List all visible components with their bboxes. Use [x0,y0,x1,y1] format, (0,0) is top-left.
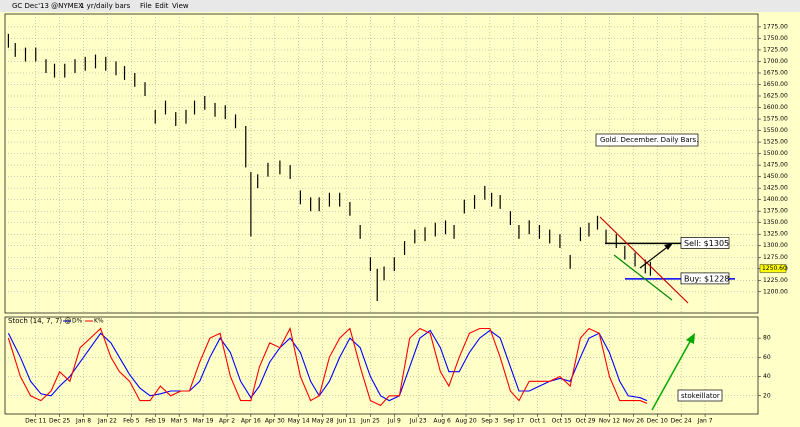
period[interactable]: 1 yr/daily bars [80,2,131,10]
x-tick-label: Apr 16 [241,418,261,425]
arrow-head [664,243,673,250]
x-tick-label: Dec 11 [25,418,46,425]
x-tick-label: May 28 [312,418,334,425]
last-price: 1250.60 [762,265,787,272]
x-tick-label: Mar 19 [193,418,214,425]
series-line [7,326,648,407]
x-tick-label: Dec 24 [671,418,692,425]
x-tick-label: Dec 25 [49,418,70,425]
y-tick-label: 1350.00 [763,219,788,226]
y-tick-label: 1625.00 [763,93,788,100]
y-tick-label: 60 [763,354,771,361]
x-tick-label: Apr 30 [265,418,285,425]
menu-view[interactable]: View [172,2,189,10]
x-tick-label: Mar 5 [171,418,188,425]
trend-line [599,216,689,304]
x-tick-label: Oct 15 [552,418,572,425]
x-tick-label: Dec 10 [647,418,668,425]
x-tick-label: Sep 3 [481,418,498,425]
stoch-title: Stoch (14, 7, 7) @ [8,317,71,325]
annotation: stokeillator [681,392,720,400]
y-tick-label: 1450.00 [763,173,788,180]
y-tick-label: 1575.00 [763,116,788,123]
x-tick-label: Jul 9 [387,418,401,425]
price-panel [4,13,759,314]
y-tick-label: 1500.00 [763,150,788,157]
y-tick-label: 1650.00 [763,81,788,88]
annotation-box [677,389,723,402]
x-tick-label: Jan 22 [97,418,117,425]
y-tick-label: 1550.00 [763,127,788,134]
y-tick-label: 1200.00 [763,288,788,295]
level-box [680,272,730,285]
x-tick-label: Jun 11 [336,418,356,425]
x-tick-label: Aug 20 [455,418,476,425]
y-tick-label: 1225.00 [763,277,788,284]
x-tick-label: Jun 25 [360,418,380,425]
x-tick-label: Oct 1 [530,418,546,425]
x-tick-label: Nov 12 [599,418,620,425]
x-tick-label: Jul 23 [409,418,427,425]
menu-file[interactable]: File [140,2,152,10]
level-label: Buy: $1228 [684,274,729,283]
last-price-box [759,264,787,273]
legend-entry: D% [72,318,83,325]
level-label: Sell: $1305 [684,239,729,248]
menu-edit[interactable]: Edit [155,2,169,10]
toolbar [0,0,800,12]
y-tick-label: 1275.00 [763,254,788,261]
x-tick-label: Apr 2 [219,418,235,425]
y-tick-label: 1525.00 [763,139,788,146]
y-tick-label: 80 [763,335,771,342]
trend-line [613,254,673,301]
arrow [639,244,671,269]
x-tick-label: Jan 8 [75,418,91,425]
x-tick-label: Aug 6 [433,418,451,425]
arrow [651,337,693,411]
y-tick-label: 1425.00 [763,185,788,192]
y-tick-label: 40 [763,373,771,380]
series-line [7,329,648,402]
arrow-head [686,333,695,344]
stoch-panel [4,316,759,415]
y-tick-label: 1375.00 [763,208,788,215]
title-box [595,133,699,147]
x-tick-label: Nov 26 [623,418,644,425]
x-tick-label: Feb 19 [145,418,165,425]
y-tick-label: 1600.00 [763,104,788,111]
y-tick-label: 1675.00 [763,69,788,76]
symbol[interactable]: GC Dec'13 @NYMEX [12,2,83,10]
y-tick-label: 1400.00 [763,196,788,203]
x-tick-label: Jan 7 [697,418,713,425]
x-tick-label: May 14 [288,418,310,425]
y-tick-label: 1725.00 [763,46,788,53]
y-tick-label: 1475.00 [763,162,788,169]
legend-entry: K% [94,318,104,325]
chart-title: Gold. December. Daily Bars. [600,136,698,144]
x-tick-label: Sep 17 [503,418,524,425]
level-box [680,237,730,249]
x-tick-label: Feb 5 [123,418,140,425]
y-tick-label: 1775.00 [763,23,788,30]
x-tick-label: Oct 29 [576,418,596,425]
y-tick-label: 1325.00 [763,231,788,238]
y-tick-label: 1750.00 [763,35,788,42]
y-tick-label: 20 [763,392,771,399]
y-tick-label: 1700.00 [763,58,788,65]
y-tick-label: 1300.00 [763,242,788,249]
